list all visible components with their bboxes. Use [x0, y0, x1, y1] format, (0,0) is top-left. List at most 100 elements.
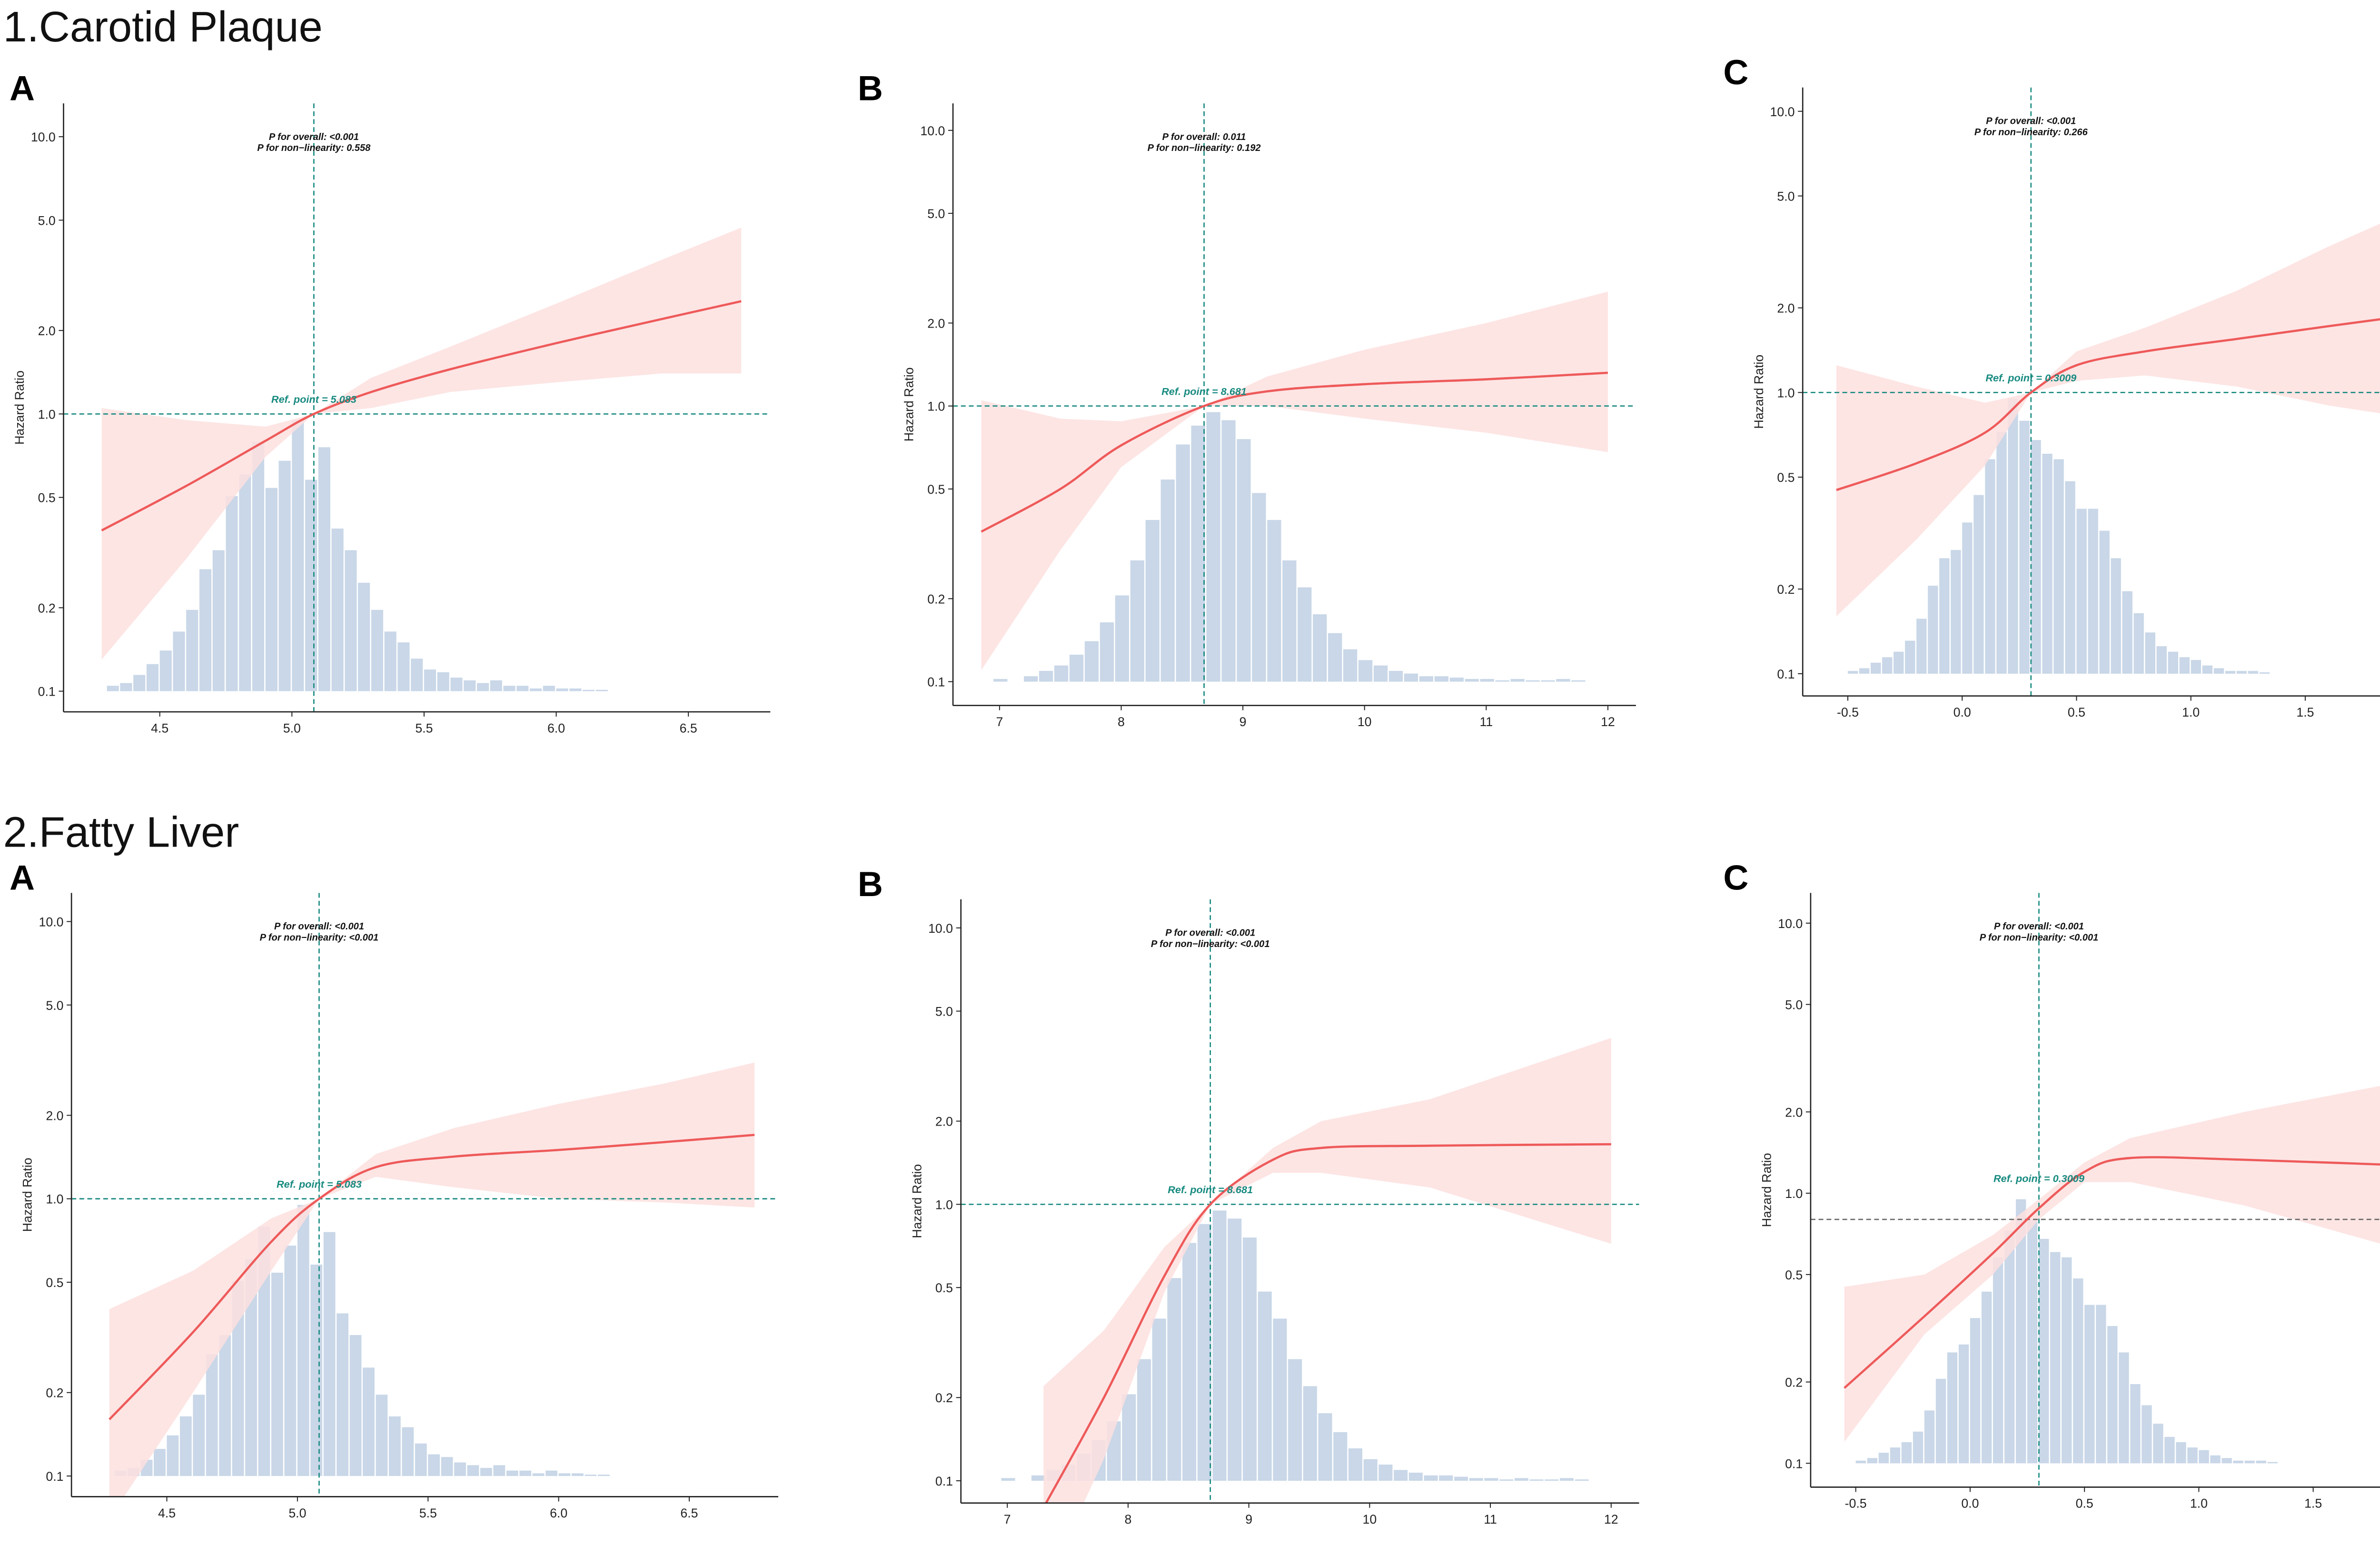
histogram-bar [1871, 662, 1881, 674]
histogram-bar [2176, 1442, 2186, 1464]
histogram-bar [120, 683, 132, 691]
histogram-bar [1847, 671, 1858, 674]
plot-area [1803, 87, 2380, 696]
histogram-bar [2015, 1199, 2026, 1464]
histogram-bar [411, 658, 423, 691]
confidence-band [101, 228, 742, 660]
histogram-bar [1905, 640, 1915, 674]
histogram-bar [310, 1264, 323, 1476]
histogram-bar [2065, 481, 2075, 674]
histogram-bar [1191, 425, 1205, 682]
histogram-bar [1197, 1224, 1211, 1481]
histogram-bar [1526, 680, 1540, 682]
y-tick-label: 1.0 [1785, 1187, 1803, 1201]
p-overall-annotation: P for overall: <0.001 [1986, 116, 2076, 126]
histogram-bar [331, 529, 344, 691]
histogram-bar [1947, 1352, 1958, 1464]
p-overall-annotation: P for overall: <0.001 [274, 921, 364, 932]
x-tick-label: 9 [1240, 715, 1247, 729]
histogram-bar [1212, 1210, 1227, 1481]
histogram-bar [2073, 1278, 2083, 1464]
histogram-bar [206, 1354, 218, 1476]
histogram-bar [1529, 1479, 1544, 1481]
histogram-bar [167, 1435, 179, 1476]
histogram-bar [384, 631, 397, 691]
histogram-bar [441, 1457, 453, 1476]
y-tick-label: 10.0 [920, 124, 945, 138]
histogram-bar [1571, 680, 1586, 682]
y-tick-label: 2.0 [1777, 301, 1795, 316]
histogram-bar [358, 582, 370, 691]
histogram-bar [2042, 453, 2053, 674]
histogram-bar [1962, 522, 1973, 674]
ref-point-label: Ref. point = 5.083 [271, 393, 357, 405]
histogram-bar [1001, 1478, 1015, 1481]
histogram-bar [1454, 1476, 1468, 1481]
histogram-bar [186, 609, 198, 691]
y-axis-label: Hazard Ratio [12, 370, 27, 445]
histogram-bar [1054, 665, 1069, 682]
y-tick-label: 0.5 [46, 1276, 63, 1290]
y-tick-label: 2.0 [935, 1115, 953, 1129]
panel-label: A [10, 69, 35, 108]
histogram-bar [1928, 586, 1938, 674]
x-tick-label: 5.0 [288, 1506, 306, 1520]
histogram-bar [454, 1462, 466, 1476]
histogram-bar [337, 1313, 348, 1476]
y-tick-label: 10.0 [39, 915, 64, 929]
histogram-bar [1419, 676, 1433, 682]
y-tick-label: 0.2 [46, 1386, 63, 1400]
histogram-bar [558, 1473, 571, 1476]
histogram-bar [1935, 1378, 1946, 1464]
panel-0-A: A 0.1 0.2 0.5 1.0 2.0 5.0 10.0 4.5 5.0 5.5 6.0 6.5 Ha… [10, 69, 771, 735]
histogram-bar [415, 1443, 427, 1476]
histogram-bar [1378, 1464, 1393, 1481]
x-tick-label: 1.5 [2296, 705, 2314, 719]
histogram-bar [1328, 633, 1342, 682]
ref-point-label: Ref. point = 0.3009 [1993, 1173, 2084, 1185]
y-tick-label: 0.5 [1785, 1268, 1803, 1282]
histogram-bar [1267, 520, 1281, 682]
histogram-bar [2122, 591, 2132, 674]
histogram-bar [519, 1470, 532, 1476]
histogram-bar [1408, 1472, 1423, 1481]
histogram-bar [1901, 1442, 1912, 1464]
histogram-bar [1484, 1478, 1498, 1481]
histogram-bar [2111, 558, 2121, 674]
panel-0-B: B 0.1 0.2 0.5 1.0 2.0 5.0 10.0 7 8 9 10 11 12 Hazard R… [858, 69, 1636, 729]
p-nonlinearity-annotation: P for non−linearity: 0.558 [257, 143, 371, 153]
y-axis-label: Hazard Ratio [910, 1164, 924, 1238]
histogram-bar [239, 474, 251, 691]
x-tick-label: 0.0 [1954, 705, 1971, 719]
p-nonlinearity-annotation: P for non−linearity: 0.266 [1974, 127, 2088, 138]
histogram-bar [1258, 1291, 1272, 1481]
p-nonlinearity-annotation: P for non−linearity: <0.001 [1980, 933, 2099, 943]
histogram-bar [493, 1465, 506, 1476]
histogram-bar [1288, 1359, 1302, 1481]
histogram-bar [1363, 1459, 1378, 1481]
confidence-band [109, 1062, 755, 1497]
panel-label: A [10, 858, 35, 898]
panel-1-A: A 0.1 0.2 0.5 1.0 2.0 5.0 10.0 4.5 5.0 5.5 6.0 6.5 Ha… [10, 858, 778, 1520]
y-tick-label: 2.0 [38, 324, 56, 338]
histogram-bar [543, 686, 555, 691]
y-axis-label: Hazard Ratio [20, 1158, 35, 1232]
histogram-bar [154, 1449, 166, 1476]
histogram-bar [2187, 1447, 2198, 1464]
histogram-bar [1152, 1318, 1166, 1481]
x-tick-label: 6.0 [550, 1506, 567, 1520]
histogram-bar [2099, 530, 2110, 674]
histogram-bar [376, 1395, 388, 1476]
x-tick-label: 8 [1124, 1512, 1131, 1526]
histogram-bar [1176, 444, 1190, 682]
histogram-bar [1993, 1257, 2003, 1464]
histogram-bar [1985, 459, 1995, 674]
x-tick-label: 4.5 [151, 721, 169, 735]
histogram-bar [428, 1454, 440, 1476]
ref-point-label: Ref. point = 5.083 [277, 1178, 362, 1190]
histogram-bar [2191, 660, 2202, 674]
hazard-ratio-curve [109, 1134, 755, 1420]
y-tick-label: 5.0 [1777, 190, 1795, 204]
p-nonlinearity-annotation: P for non−linearity: <0.001 [1151, 939, 1270, 949]
histogram-bar [516, 686, 529, 691]
